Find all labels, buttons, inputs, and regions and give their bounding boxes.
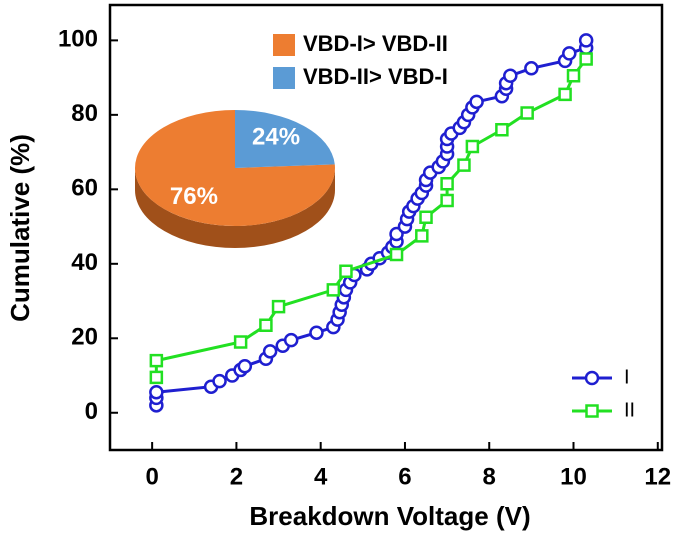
x-tick-label: 4 xyxy=(314,463,328,490)
y-tick-label: 0 xyxy=(85,398,98,425)
x-tick-label: 12 xyxy=(644,463,671,490)
legend-label: II xyxy=(624,399,635,421)
marker xyxy=(389,247,404,262)
marker xyxy=(562,46,577,61)
marker xyxy=(469,94,484,110)
y-tick-label: 20 xyxy=(71,324,98,351)
marker xyxy=(212,373,227,389)
y-tick-label: 60 xyxy=(71,175,98,202)
y-tick-label: 100 xyxy=(58,26,98,53)
marker xyxy=(259,318,273,333)
x-axis-title: Breakdown Voltage (V) xyxy=(249,501,530,531)
marker xyxy=(309,325,324,340)
marker xyxy=(237,358,253,374)
marker xyxy=(566,69,581,83)
legend-swatch xyxy=(273,34,295,56)
legend-label: I xyxy=(624,366,630,388)
marker xyxy=(149,353,164,368)
legend-swatch xyxy=(273,67,295,89)
marker xyxy=(579,52,593,66)
marker xyxy=(520,106,534,120)
marker xyxy=(440,193,454,208)
legend-label: VBD-II> VBD-I xyxy=(303,64,448,89)
marker xyxy=(149,370,164,385)
marker xyxy=(584,370,600,386)
marker xyxy=(326,283,341,297)
marker xyxy=(503,68,518,84)
y-axis-title: Cumulative (%) xyxy=(5,134,35,322)
x-tick-label: 8 xyxy=(483,463,496,490)
pie-label: 24% xyxy=(252,124,300,151)
x-tick-label: 6 xyxy=(398,463,411,490)
marker xyxy=(283,332,299,348)
pie-slice xyxy=(235,110,335,168)
y-tick-label: 40 xyxy=(71,249,98,276)
marker xyxy=(262,344,278,359)
marker xyxy=(465,139,480,154)
marker xyxy=(524,61,539,76)
marker xyxy=(558,87,572,102)
marker xyxy=(339,264,353,279)
marker xyxy=(419,210,433,225)
legend-label: VBD-I> VBD-II xyxy=(303,31,448,56)
x-tick-label: 10 xyxy=(560,463,587,490)
y-tick-label: 80 xyxy=(71,100,98,127)
pie-side xyxy=(135,168,335,248)
x-tick-label: 0 xyxy=(145,463,158,490)
marker xyxy=(149,385,164,400)
marker xyxy=(233,335,248,349)
marker xyxy=(457,158,471,172)
marker xyxy=(495,122,509,137)
marker xyxy=(271,299,286,314)
marker xyxy=(440,176,454,191)
marker xyxy=(415,229,429,243)
x-tick-label: 2 xyxy=(230,463,243,490)
marker xyxy=(585,404,599,418)
pie-label: 76% xyxy=(170,183,218,210)
plot-frame xyxy=(108,3,664,452)
marker xyxy=(578,33,594,48)
